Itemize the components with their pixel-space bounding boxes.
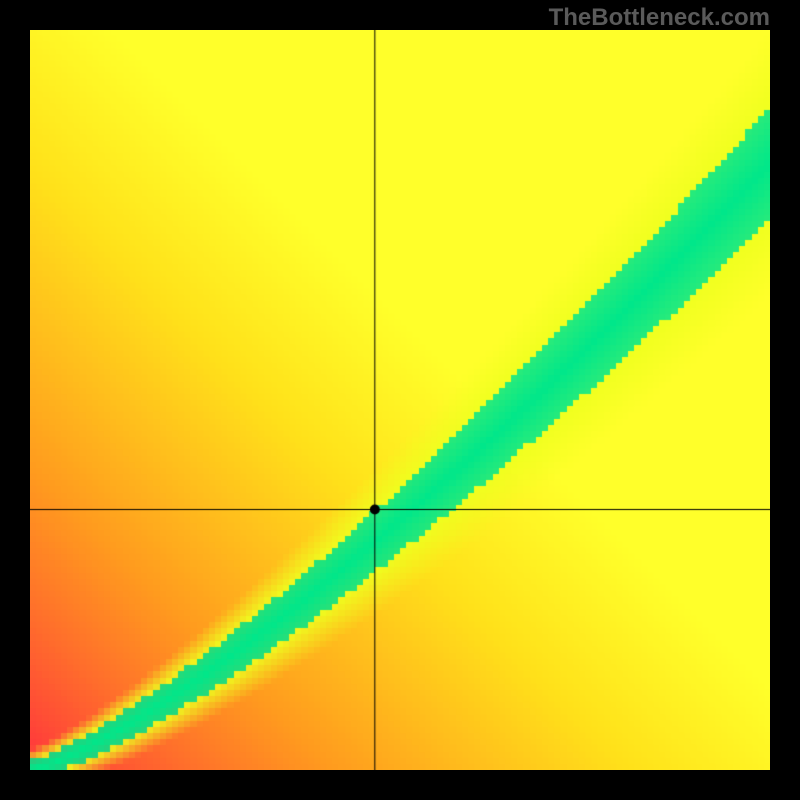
chart-container: TheBottleneck.com (0, 0, 800, 800)
watermark-text: TheBottleneck.com (549, 4, 770, 32)
bottleneck-heatmap (30, 30, 770, 770)
